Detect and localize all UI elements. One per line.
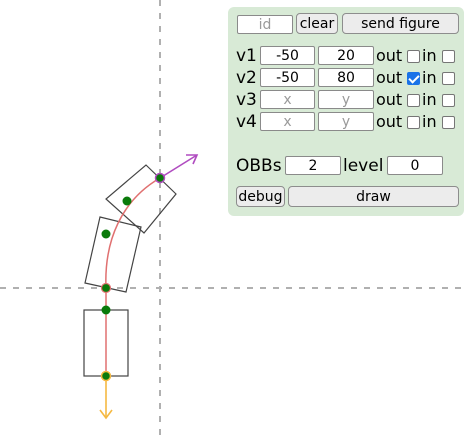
- control-point[interactable]: [100, 370, 112, 382]
- vector-label: v2: [236, 68, 257, 88]
- out-label: out: [376, 112, 403, 131]
- out-label: out: [376, 46, 403, 65]
- control-point[interactable]: [101, 305, 111, 315]
- v1-in-checkbox[interactable]: [442, 50, 455, 63]
- in-label: in: [422, 68, 437, 87]
- control-point[interactable]: [101, 229, 111, 239]
- bounding-box-curve-lower: [84, 216, 142, 293]
- obbs-input[interactable]: [285, 156, 341, 175]
- v4-x-input[interactable]: [260, 112, 315, 131]
- v2-x-input[interactable]: [260, 68, 315, 87]
- v1-y-input[interactable]: [318, 46, 374, 65]
- in-label: in: [422, 112, 437, 131]
- clear-button[interactable]: clear: [296, 13, 338, 34]
- v3-y-input[interactable]: [318, 90, 374, 109]
- out-label: out: [376, 68, 403, 87]
- v3-out-checkbox[interactable]: [407, 94, 420, 107]
- obbs-label: OBBs: [236, 156, 282, 176]
- out-arrow: [159, 154, 199, 179]
- curved-segment: [105, 177, 161, 289]
- v1-out-checkbox[interactable]: [407, 50, 420, 63]
- v2-in-checkbox[interactable]: [442, 72, 455, 85]
- v2-out-checkbox[interactable]: [407, 72, 420, 85]
- v3-x-input[interactable]: [260, 90, 315, 109]
- v3-in-checkbox[interactable]: [442, 94, 455, 107]
- level-label: level: [343, 156, 384, 176]
- in-label: in: [422, 46, 437, 65]
- control-panel: clear send figure v1 out in v2 out in v3…: [228, 7, 464, 216]
- out-label: out: [376, 90, 403, 109]
- control-point[interactable]: [122, 196, 132, 206]
- vector-label: v4: [236, 112, 257, 132]
- v4-y-input[interactable]: [318, 112, 374, 131]
- draw-button[interactable]: draw: [288, 186, 459, 207]
- control-point[interactable]: [154, 172, 166, 184]
- debug-button[interactable]: debug: [236, 186, 285, 207]
- in-label: in: [422, 90, 437, 109]
- v4-out-checkbox[interactable]: [407, 116, 420, 129]
- bounding-box-curve-upper: [105, 164, 177, 234]
- vector-label: v1: [236, 46, 257, 66]
- v4-in-checkbox[interactable]: [442, 116, 455, 129]
- v2-y-input[interactable]: [318, 68, 374, 87]
- in-arrow: [99, 376, 113, 420]
- v1-x-input[interactable]: [260, 46, 315, 65]
- control-point[interactable]: [100, 282, 112, 294]
- vector-label: v3: [236, 90, 257, 110]
- id-input[interactable]: [237, 15, 293, 34]
- send-figure-button[interactable]: send figure: [342, 13, 459, 34]
- level-input[interactable]: [387, 156, 443, 175]
